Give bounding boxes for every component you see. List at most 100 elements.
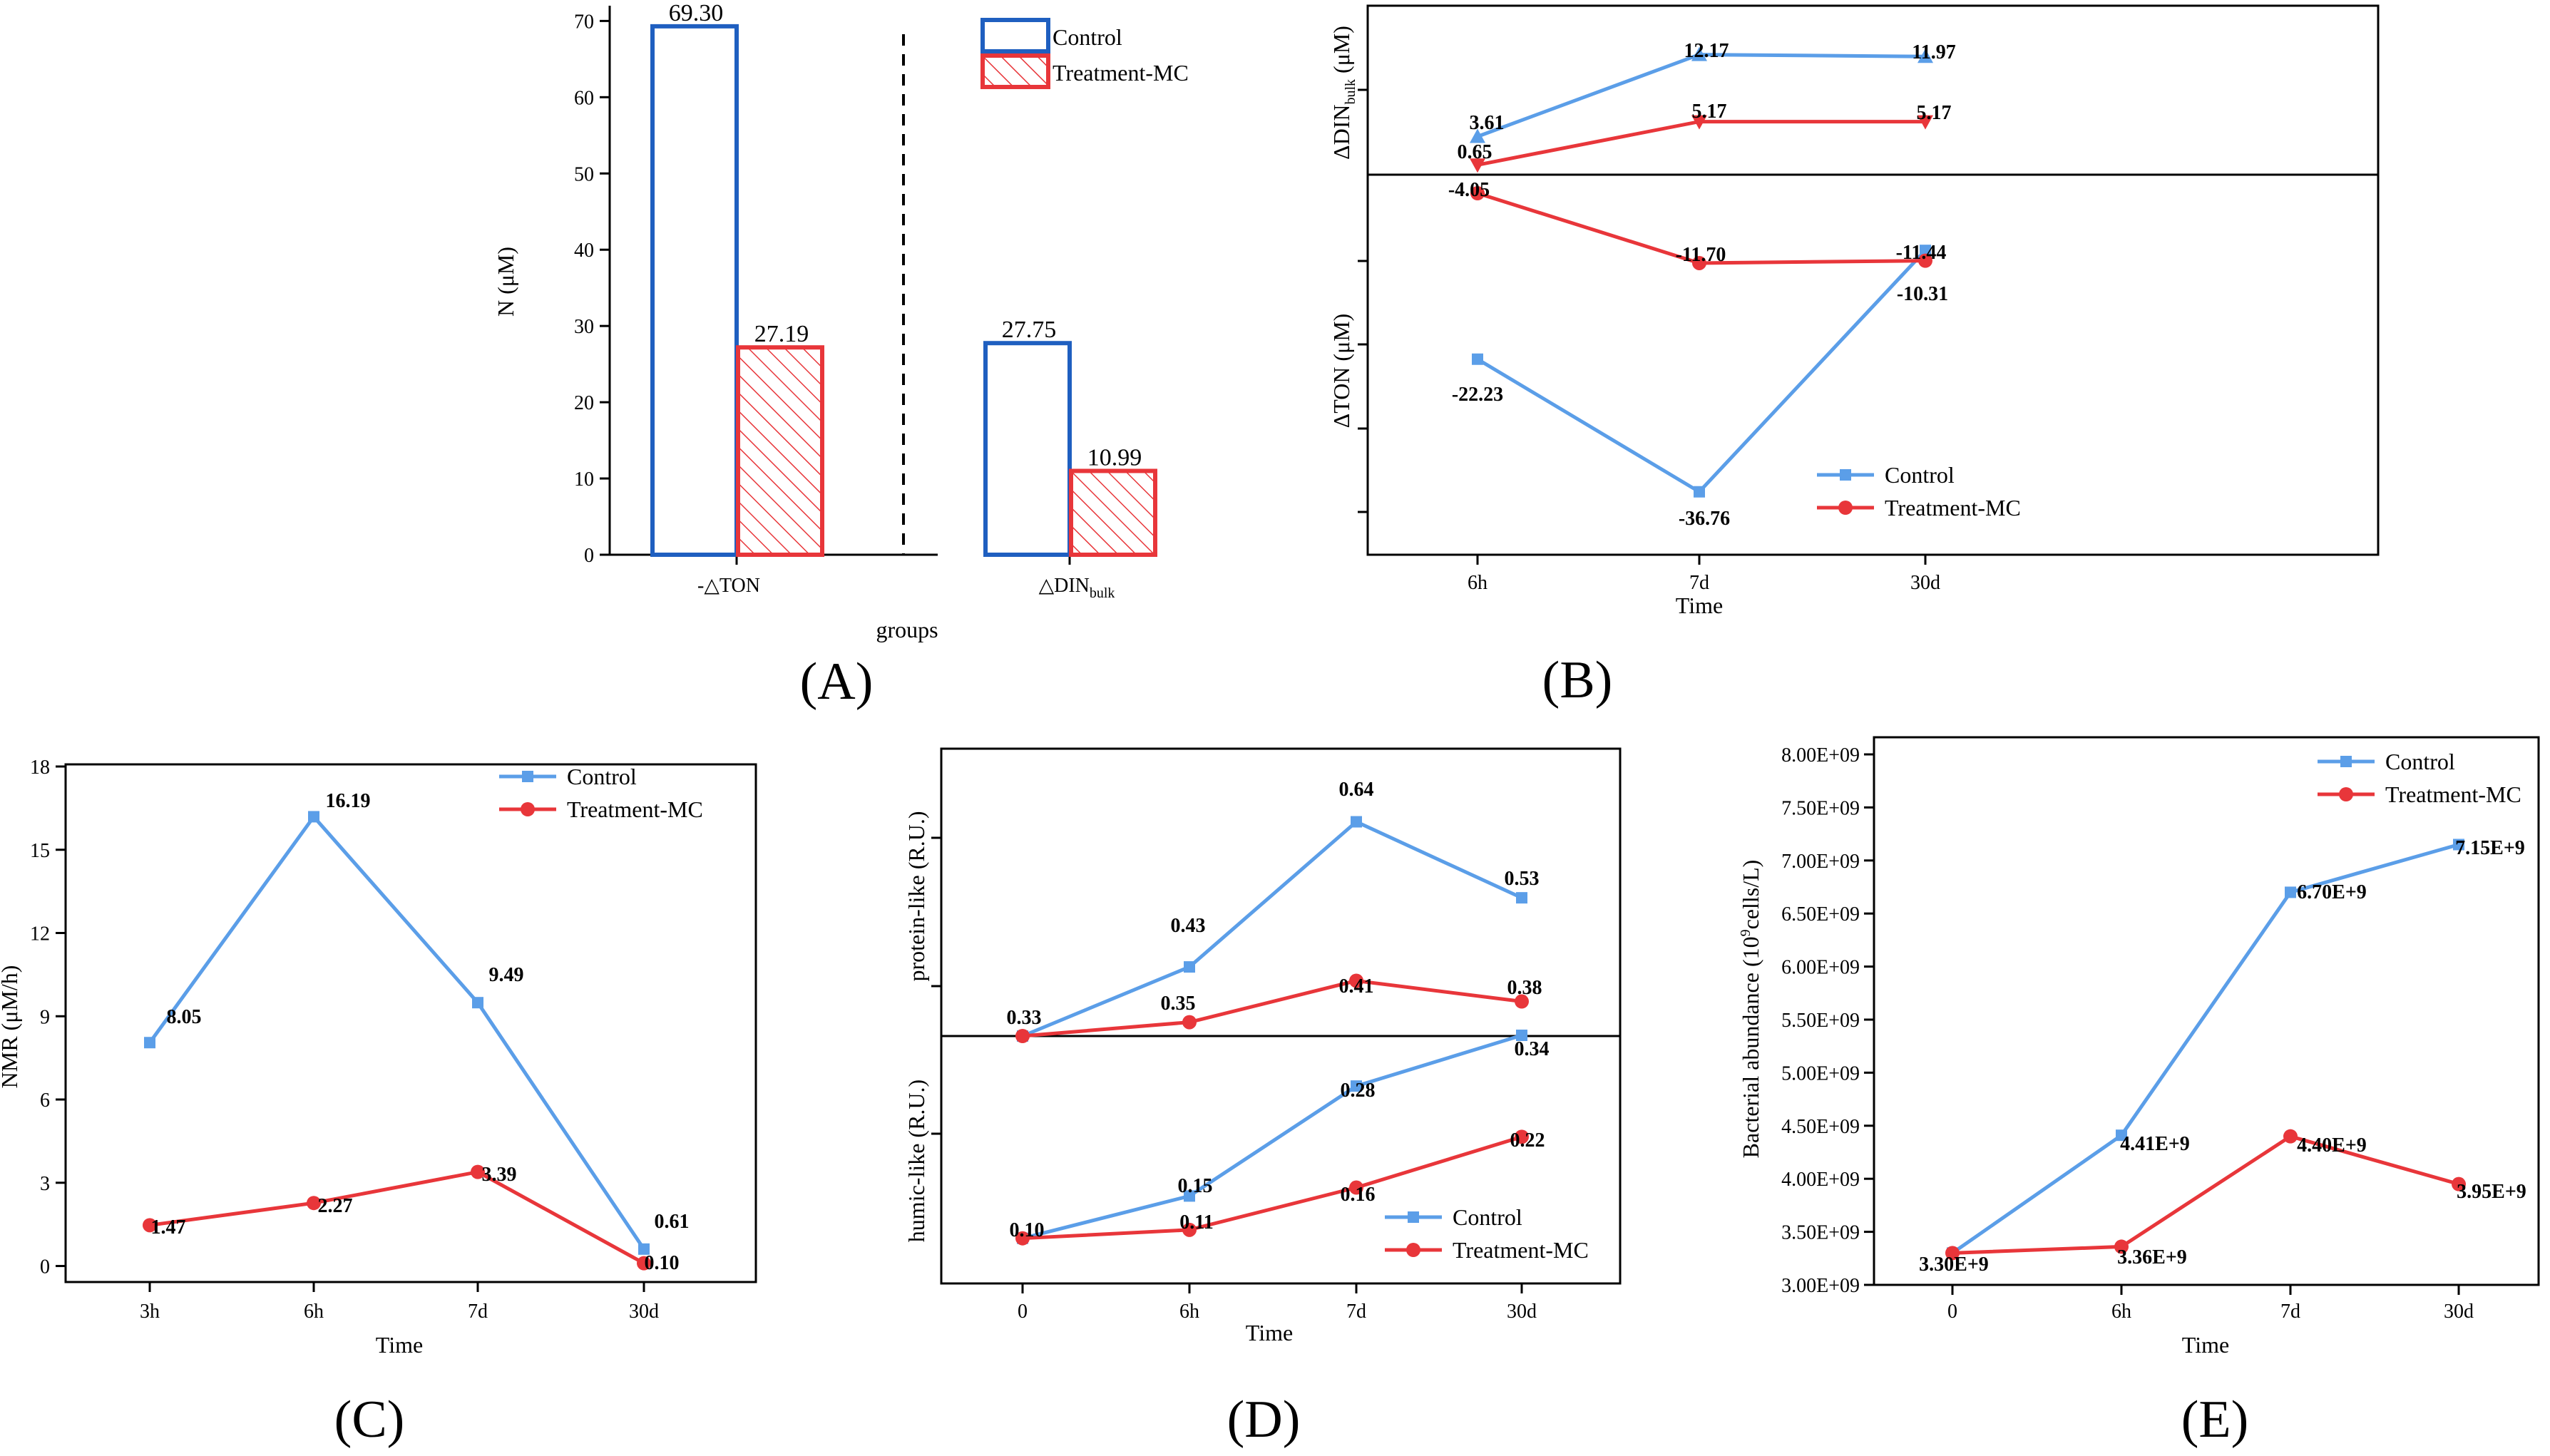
d-top-control-point [1184,961,1195,973]
panel-label-d: (D) [1227,1390,1301,1449]
legend-label: Control [1053,24,1122,50]
d-bottom-treatment-point [1015,1231,1030,1246]
d-data-label: 0.33 [1007,1007,1042,1029]
e-data-label: 7.15E+9 [2455,837,2525,859]
d-x-tick-label: 6h [1179,1301,1199,1323]
a-bar-label: 27.19 [754,321,809,347]
c-treatment-line [149,1169,645,1265]
b-top-control-point [1691,46,1707,61]
b-top-control-point [1917,48,1933,63]
b-bottom-control-point [1694,486,1705,498]
c-y-tick-label: 18 [30,757,50,779]
b-top-y-label: ΔDINbulk (μM) [1328,26,1358,160]
a-y-tick-label: 70 [574,11,594,33]
b-data-label: -36.76 [1679,508,1730,530]
b-data-label: 0.65 [1458,141,1492,163]
a-bar-treatment [736,345,824,557]
c-y-tick-label: 0 [40,1256,50,1278]
d-top-y-label: protein-like (R.U.) [903,811,929,981]
e-y-tick-label: 3.00E+09 [1781,1275,1860,1297]
d-bottom-treatment-point [1349,1180,1363,1195]
e-y-label: Bacterial abundance (109cells/L) [1738,860,1763,1159]
d-top-control-point [1351,816,1362,828]
c-y-tick-label: 15 [30,840,50,862]
d-data-label: 0.22 [1510,1129,1545,1152]
c-treatment-point [307,1196,321,1211]
e-x-tick-label: 7d [2280,1301,2300,1323]
legend-label: Control [567,764,637,789]
a-y-tick-label: 30 [574,316,594,338]
e-control-line [1951,843,2459,1255]
b-data-label: -11.44 [1896,242,1947,264]
b-data-label: -11.70 [1676,244,1726,266]
c-y-tick-label: 6 [40,1090,50,1112]
b-x-tick-label: 6h [1468,572,1488,594]
a-y-tick-label: 50 [574,163,594,185]
d-top-treatment-point [1349,973,1363,988]
c-axes [64,763,757,1283]
e-x-tick-label: 6h [2111,1301,2131,1323]
e-treatment-point [2452,1176,2466,1191]
b-data-label: 3.61 [1470,112,1505,134]
a-y-tick-label: 0 [584,545,594,567]
legend-marker [1408,1211,1419,1223]
b-bottom-treatment-point [1692,255,1706,270]
legend-marker [1838,501,1853,515]
e-y-tick-label: 4.00E+09 [1781,1169,1860,1191]
b-data-label: -22.23 [1452,384,1503,406]
d-data-label: 0.28 [1341,1080,1376,1102]
c-data-label: 8.05 [167,1006,202,1028]
c-x-tick-label: 3h [140,1301,160,1323]
e-treatment-point [1945,1246,1960,1261]
b-data-label: 12.17 [1684,40,1729,62]
d-bottom-control-line [1022,1033,1522,1241]
d-data-label: 0.34 [1515,1038,1550,1060]
e-y-tick-label: 6.00E+09 [1781,957,1860,979]
c-control-point [308,811,319,823]
a-bar-treatment [1069,468,1157,558]
d-data-label: 0.41 [1339,975,1374,998]
legend-marker [2340,756,2352,767]
a-x-label: groups [876,617,938,642]
e-y-tick-label: 7.00E+09 [1781,851,1860,873]
a-y-tick-label: 60 [574,87,594,109]
a-category-label: -△TON [697,575,760,597]
e-data-label: 3.36E+9 [2117,1246,2187,1268]
d-x-tick-label: 0 [1018,1301,1028,1323]
d-data-label: 0.15 [1178,1175,1213,1197]
b-top-treatment-point [1470,158,1485,173]
e-treatment-line [1952,1134,2459,1255]
legend-label: Treatment-MC [2385,781,2521,807]
a-bar-label: 69.30 [669,0,724,26]
legend-marker [1406,1243,1420,1257]
panel-label-e: (E) [2181,1390,2249,1449]
b-bottom-control-point [1920,245,1931,257]
legend-label: Control [1453,1204,1522,1230]
a-y-tick-label: 20 [574,392,594,414]
b-data-label: 5.17 [1917,102,1952,124]
b-bottom-control-line [1476,249,1927,494]
e-x-tick-label: 30d [2444,1301,2474,1323]
e-control-point [2285,886,2296,898]
c-data-label: 2.27 [318,1195,353,1217]
d-top-treatment-point [1182,1015,1197,1030]
a-bar-label: 27.75 [1002,317,1057,343]
a-bar-control [650,24,739,557]
d-bottom-treatment-point [1515,1129,1529,1144]
legend-marker [522,771,533,782]
b-top-treatment-point [1691,115,1707,130]
b-x-label: Time [1676,593,1723,618]
c-data-label: 9.49 [489,964,524,986]
e-control-point [2116,1129,2127,1142]
e-data-label: 3.95E+9 [2457,1181,2526,1203]
c-data-label: 1.47 [151,1216,186,1239]
d-data-label: 0.43 [1171,915,1206,937]
b-bottom-treatment-point [1470,186,1485,201]
legend-label: Treatment-MC [1053,60,1189,86]
d-x-tick-label: 30d [1507,1301,1537,1323]
b-axes [1366,4,2380,556]
legend-marker [1840,469,1851,481]
e-data-label: 3.30E+9 [1919,1254,1989,1276]
d-data-label: 0.64 [1339,779,1374,801]
